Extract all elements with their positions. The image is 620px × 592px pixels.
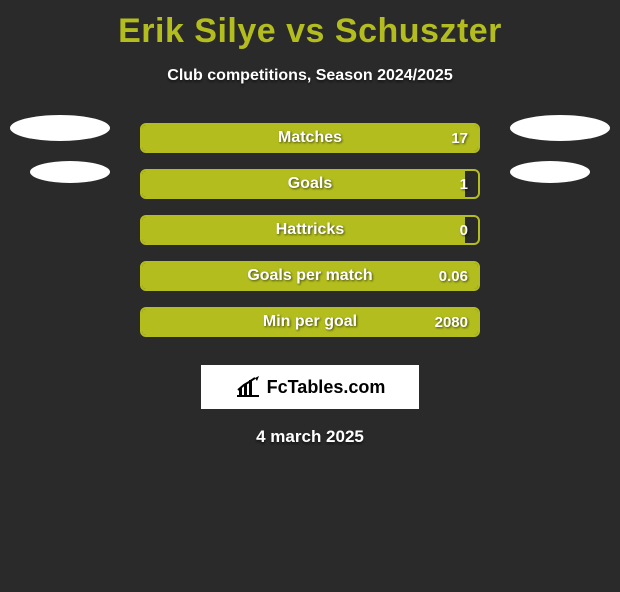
- stat-bar: Min per goal 2080: [140, 307, 480, 337]
- page-title: Erik Silye vs Schuszter: [0, 12, 620, 51]
- bar-chart-icon: [235, 376, 261, 398]
- brand-badge: FcTables.com: [201, 365, 419, 409]
- stat-row-goals-per-match: Goals per match 0.06: [0, 253, 620, 299]
- stat-label: Min per goal: [142, 313, 478, 331]
- stat-row-goals: Goals 1: [0, 161, 620, 207]
- stat-row-hattricks: Hattricks 0: [0, 207, 620, 253]
- stat-value: 0.06: [439, 268, 468, 285]
- stat-bar: Hattricks 0: [140, 215, 480, 245]
- stat-label: Matches: [142, 129, 478, 147]
- stat-value: 0: [460, 222, 468, 239]
- brand-text: FcTables.com: [267, 377, 386, 398]
- stat-value: 1: [460, 176, 468, 193]
- stat-label: Goals per match: [142, 267, 478, 285]
- stat-value: 2080: [435, 314, 468, 331]
- page-subtitle: Club competitions, Season 2024/2025: [0, 67, 620, 85]
- stat-label: Hattricks: [142, 221, 478, 239]
- stat-row-min-per-goal: Min per goal 2080: [0, 299, 620, 345]
- stat-value: 17: [451, 130, 468, 147]
- date-text: 4 march 2025: [0, 427, 620, 447]
- stat-bar: Matches 17: [140, 123, 480, 153]
- stat-row-matches: Matches 17: [0, 115, 620, 161]
- stat-bar: Goals 1: [140, 169, 480, 199]
- stat-bar: Goals per match 0.06: [140, 261, 480, 291]
- stat-label: Goals: [142, 175, 478, 193]
- comparison-rows: Matches 17 Goals 1 Hattricks 0 Goals per…: [0, 115, 620, 345]
